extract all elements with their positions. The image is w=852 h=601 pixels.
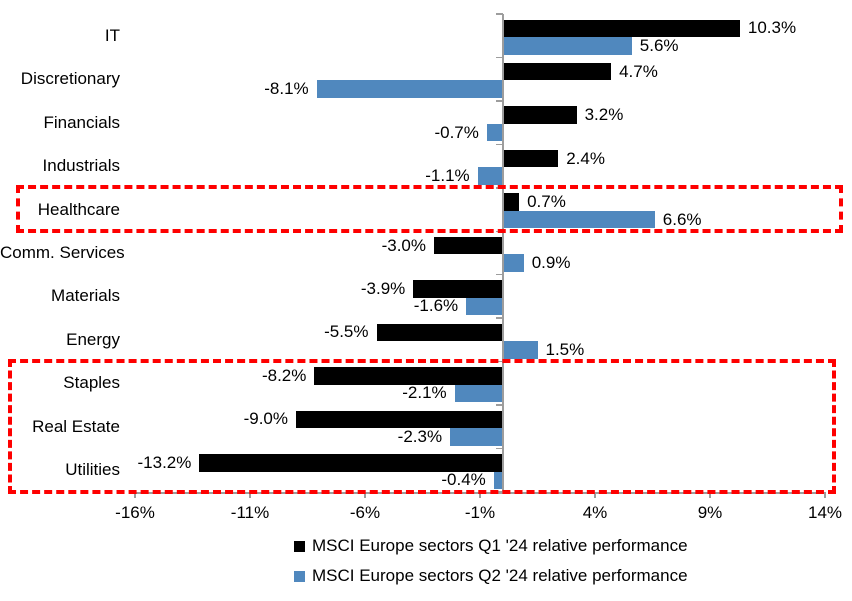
category-axis-tick: [495, 447, 503, 450]
category-label-industrials: Industrials: [42, 156, 120, 176]
x-axis-tick: [479, 492, 481, 498]
category-axis-tick: [495, 273, 503, 276]
category-label-staples: Staples: [63, 373, 120, 393]
bar-q1-healthcare: [503, 193, 520, 211]
x-axis-tick: [249, 492, 251, 498]
bar-value-label: -1.1%: [425, 166, 470, 186]
category-label-it: IT: [104, 25, 120, 45]
bar-q2-industrials: [477, 167, 503, 185]
bar-value-label: 0.7%: [527, 192, 566, 212]
category-label-comm-services: Comm. Services: [0, 243, 125, 262]
bar-value-label: -8.1%: [264, 79, 309, 99]
bar-q1-comm-services: [434, 236, 503, 255]
bar-value-label: -3.0%: [381, 235, 426, 255]
x-axis-tick-label: 14%: [807, 503, 843, 522]
category-axis-tick: [495, 230, 503, 233]
category-label-energy: Energy: [66, 329, 120, 349]
bar-value-label: -0.7%: [434, 122, 479, 142]
category-axis-tick: [495, 404, 503, 406]
bar-value-label: -3.9%: [360, 278, 406, 298]
bar-value-label: 2.4%: [566, 148, 605, 168]
y-axis-line: [501, 14, 504, 492]
bar-value-label: 4.7%: [619, 61, 658, 81]
bar-value-label: 3.2%: [584, 105, 624, 125]
category-axis-tick: [495, 491, 503, 493]
bar-value-label: 1.5%: [545, 339, 585, 359]
category-axis-tick: [495, 13, 503, 15]
bar-q1-discretionary: [503, 62, 612, 81]
x-axis-tick-label: -6%: [349, 503, 381, 522]
bar-q2-energy: [503, 341, 538, 359]
bar-q2-discretionary: [316, 80, 503, 98]
category-axis-tick: [495, 143, 503, 146]
legend-label-q1: MSCI Europe sectors Q1 '24 relative perf…: [312, 536, 688, 555]
category-label-discretionary: Discretionary: [20, 69, 120, 89]
category-axis-tick: [495, 317, 503, 319]
x-axis-tick: [709, 492, 711, 498]
bar-q2-it: [503, 37, 632, 55]
bar-q1-financials: [503, 106, 577, 124]
x-axis-tick-label: -1%: [464, 503, 496, 522]
category-label-healthcare: Healthcare: [37, 199, 120, 219]
bar-value-label: -13.2%: [137, 452, 192, 472]
highlight-box-healthcare: [16, 185, 843, 233]
bar-q2-comm-services: [503, 254, 524, 272]
category-label-utilities: Utilities: [65, 460, 120, 480]
x-axis-tick-label: -11%: [230, 503, 270, 522]
x-axis-tick-label: 4%: [582, 503, 608, 522]
bar-value-label: -1.6%: [413, 296, 459, 316]
bar-q1-real-estate: [296, 410, 503, 429]
bar-value-label: -9.0%: [243, 409, 288, 429]
x-axis-tick: [364, 492, 366, 498]
bar-q1-energy: [376, 323, 503, 342]
bar-q2-materials: [466, 297, 503, 316]
legend-label-q2: MSCI Europe sectors Q2 '24 relative perf…: [312, 566, 688, 585]
legend-swatch-q2-icon: [294, 570, 305, 582]
bar-q2-staples: [454, 384, 503, 403]
category-axis-tick: [495, 100, 503, 102]
bar-value-label: -2.3%: [397, 426, 443, 446]
bar-value-label: 0.9%: [531, 253, 571, 273]
bar-value-label: 10.3%: [747, 18, 797, 38]
category-label-financials: Financials: [43, 112, 120, 132]
bar-q2-real-estate: [450, 428, 503, 446]
bar-q1-it: [503, 19, 740, 37]
bar-value-label: -5.5%: [324, 322, 369, 342]
x-axis-tick: [594, 492, 596, 498]
x-axis-tick-label: -16%: [115, 503, 155, 522]
x-axis-tick: [134, 492, 136, 498]
x-axis-tick-label: 9%: [697, 503, 723, 522]
category-label-real-estate: Real Estate: [32, 416, 120, 436]
bar-q1-materials: [413, 280, 503, 298]
bar-value-label: -8.2%: [261, 365, 307, 385]
bar-q1-staples: [314, 367, 503, 385]
bar-value-label: 6.6%: [662, 209, 702, 229]
legend-swatch-q1-icon: [294, 540, 305, 552]
bar-q2-financials: [486, 123, 503, 142]
bar-value-label: -0.4%: [441, 470, 486, 490]
bar-q1-industrials: [503, 149, 559, 168]
category-axis-tick: [495, 187, 503, 189]
bar-q1-utilities: [199, 454, 503, 472]
category-axis-tick: [495, 56, 503, 59]
category-label-materials: Materials: [51, 286, 120, 306]
bar-q2-healthcare: [503, 210, 655, 229]
bar-q2-utilities: [493, 471, 503, 490]
x-axis-tick: [824, 492, 826, 498]
bar-value-label: 5.6%: [639, 35, 679, 55]
legend-item-q2: MSCI Europe sectors Q2 '24 relative perf…: [294, 566, 688, 586]
category-axis-tick: [495, 360, 503, 363]
legend-item-q1: MSCI Europe sectors Q1 '24 relative perf…: [294, 536, 688, 556]
bar-value-label: -2.1%: [402, 383, 447, 403]
